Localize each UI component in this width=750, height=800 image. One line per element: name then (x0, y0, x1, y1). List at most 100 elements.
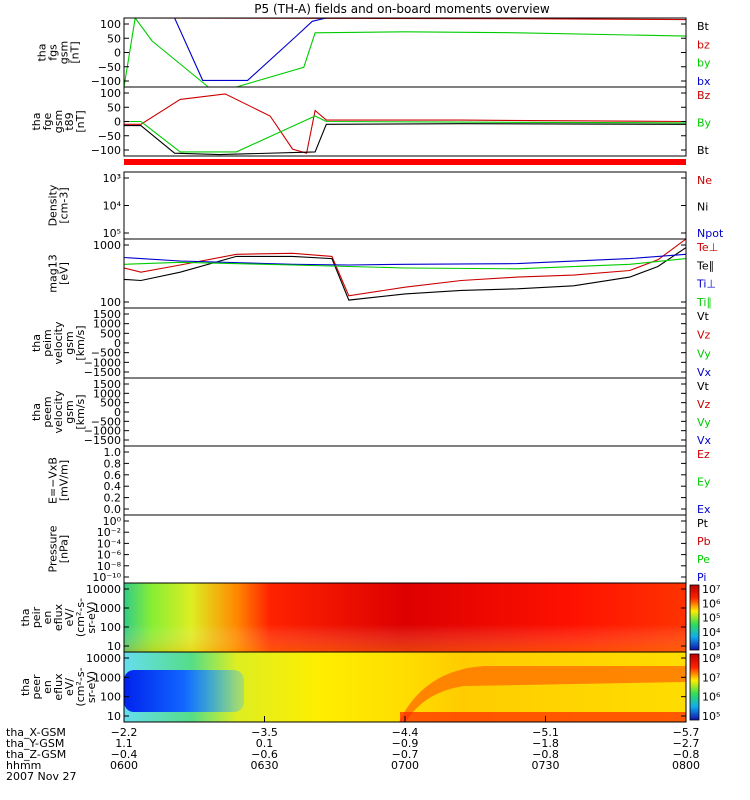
legend-entry: Bt (697, 144, 710, 157)
legend-entry: by (697, 57, 711, 70)
x-tick-label: −0.9 (392, 737, 419, 750)
panel-frame (123, 514, 687, 584)
y-axis-label: gsm (52, 110, 65, 133)
legend-entry: By (697, 117, 712, 130)
x-tick-label: −5.7 (673, 726, 700, 739)
x-tick-label: 0600 (110, 759, 138, 772)
y-axis-label: tha (30, 112, 43, 130)
x-tick-label: −0.6 (251, 748, 278, 761)
y-tick-label: 100 (100, 18, 121, 31)
legend-entry: Ex (697, 503, 711, 516)
y-tick-label: −1500 (84, 366, 121, 379)
y-tick-label: 500 (100, 397, 121, 410)
y-tick-label: 1000 (93, 387, 121, 400)
ion-spectrogram-shade (124, 583, 686, 652)
y-tick-label: 100 (100, 621, 121, 634)
x-tick-label: 0630 (251, 759, 279, 772)
legend-entry: Vt (697, 310, 710, 323)
colorbar (689, 584, 700, 651)
legend-entry: Vz (697, 398, 711, 411)
y-tick-label: 1500 (93, 378, 121, 391)
y-tick-label: 0.4 (104, 480, 122, 493)
x-tick-label: 0700 (391, 759, 419, 772)
y-tick-label: 10 (107, 710, 121, 723)
legend-entry: bz (697, 38, 710, 51)
colorbar-label: 10⁷ (702, 583, 720, 596)
x-tick-label: −5.1 (532, 726, 559, 739)
y-axis-label: tha (36, 43, 49, 61)
y-tick-label: 1000 (93, 671, 121, 684)
y-axis-label: [nPa] (58, 535, 71, 563)
y-tick-label: 0 (114, 406, 121, 419)
y-tick-label: 1000 (93, 239, 121, 252)
y-axis-label: en (41, 611, 54, 625)
legend-entry: Ey (697, 476, 711, 489)
y-tick-label: 10000 (86, 583, 121, 596)
y-tick-label: 10⁵ (103, 227, 121, 240)
series-line-te⊥ (124, 239, 686, 297)
y-tick-label: 100 (100, 691, 121, 704)
y-tick-label: 10³ (103, 172, 121, 185)
colorbar-label: 10⁵ (702, 612, 720, 625)
y-tick-label: 10⁻¹⁰ (92, 571, 121, 584)
legend-entry: Bt (697, 20, 710, 33)
y-tick-label: −100 (91, 75, 121, 88)
legend-entry: Pt (697, 517, 709, 530)
figure-title: P5 (TH-A) fields and on-board moments ov… (254, 2, 550, 16)
y-tick-label: 0 (114, 47, 121, 60)
y-tick-label: −100 (91, 144, 121, 157)
y-axis-label: t89 (63, 112, 76, 130)
y-axis-label: eflux (52, 673, 65, 701)
y-axis-label: eV/ (63, 608, 76, 626)
y-tick-label: 10 (107, 640, 121, 653)
series-line-by (124, 18, 686, 87)
y-tick-label: −1500 (84, 434, 121, 447)
y-tick-label: 10⁻⁴ (97, 537, 122, 550)
panel-temperature: 1000 100 mag13[eV] Te⊥ Te∥ Ti⊥ Ti∥ (47, 238, 718, 309)
y-tick-label: −500 (91, 415, 121, 428)
x-tick-label: −1.8 (532, 737, 559, 750)
x-tick-label: −0.8 (532, 748, 559, 761)
panel-peer-en-eflux: 10000 1000 100 10 thapeerenefluxeV/(cm²-s-sr… (19, 651, 721, 723)
series-line-bx (174, 18, 686, 81)
y-tick-label: −1000 (84, 425, 121, 438)
y-axis-label: E=−VxB (47, 457, 60, 504)
legend-entry: Ti⊥ (696, 278, 716, 291)
y-axis-label: sr-eV) (85, 601, 98, 633)
y-axis-label: peir (30, 606, 43, 628)
panel-E-VxB: 1.00.80.60.40.20.0 E=−VxB[mV/m] Ez Ey Ex (47, 445, 711, 516)
colorbar-label: 10³ (702, 640, 720, 653)
legend-entry: Pi (697, 571, 706, 584)
legend-entry: Ni (697, 201, 708, 214)
y-axis-label: peem (41, 396, 54, 427)
y-tick-label: 0.8 (104, 457, 122, 470)
legend-entry: Vy (697, 347, 711, 360)
panel-frame (123, 445, 687, 516)
y-axis-label: [km/s] (74, 325, 87, 360)
x-tick-label: −0.4 (111, 748, 138, 761)
y-tick-label: 1.0 (104, 446, 122, 459)
y-axis-label: tha (30, 334, 43, 352)
y-tick-label: 10⁰ (103, 515, 122, 528)
y-tick-label: 1500 (93, 308, 121, 321)
y-axis-label: tha (30, 403, 43, 421)
series-line-ti⊥ (124, 253, 686, 266)
legend-entry: Pb (697, 535, 711, 548)
y-axis-label: peim (41, 329, 54, 357)
x-tick-label: −4.4 (392, 726, 419, 739)
series-line-bt (124, 123, 686, 156)
y-axis-label: tha (19, 678, 32, 696)
x-row-label: tha_Y-GSM (6, 737, 64, 750)
y-axis-label: en (41, 680, 54, 694)
x-tick-label: 0800 (672, 759, 700, 772)
legend-entry: Vy (697, 416, 711, 429)
legend-entry: Ez (697, 448, 710, 461)
x-tick-label: −0.8 (673, 748, 700, 761)
y-tick-label: −1000 (84, 356, 121, 369)
panel-frame (123, 171, 687, 240)
colorbar-label: 10⁶ (702, 597, 721, 610)
x-row-label: tha_X-GSM (6, 726, 66, 739)
